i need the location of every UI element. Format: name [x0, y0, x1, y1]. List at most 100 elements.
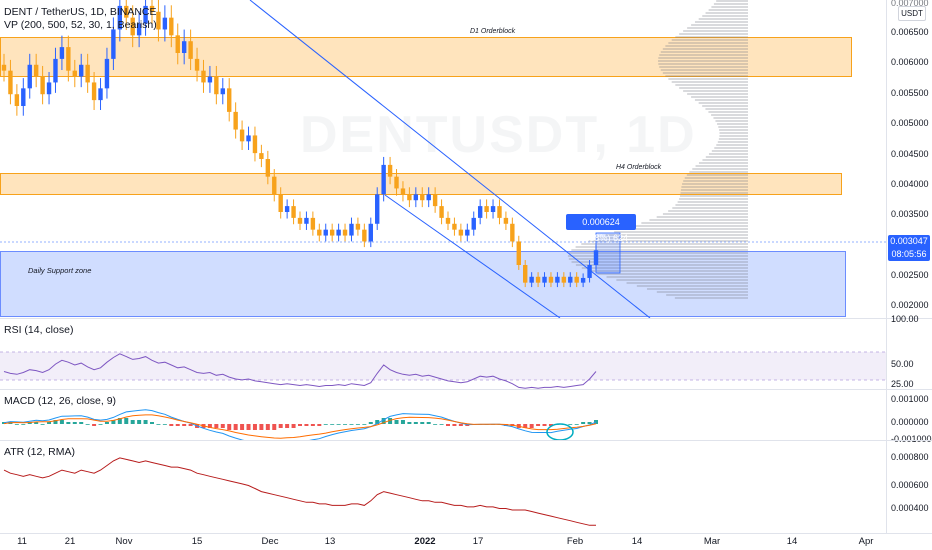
candle-body [143, 5, 148, 24]
macd-histogram-bar [59, 420, 64, 424]
signal-line [3, 414, 597, 439]
symbol-legend[interactable]: DENT / TetherUS, 1D, BINANCE [4, 6, 157, 18]
candle-body [342, 229, 348, 236]
macd-legend[interactable]: MACD (12, 26, close, 9) [4, 395, 117, 407]
candle-body [484, 206, 489, 212]
macd-pane[interactable] [0, 390, 886, 440]
macd-histogram-bar [394, 420, 399, 424]
volume-profile-bar [687, 93, 748, 95]
macd-histogram-bar [413, 422, 418, 424]
macd-histogram-bar [2, 422, 6, 424]
volume-profile-bar [588, 270, 748, 272]
candle-body [574, 276, 579, 283]
candle-body [349, 223, 354, 236]
currency-unit-label[interactable]: USDT [898, 6, 926, 21]
macd-histogram-bar [40, 424, 45, 425]
volume-profile-bar [604, 234, 748, 236]
volume-profile-bar [698, 18, 748, 20]
candle-body [284, 206, 290, 212]
volume-profile-bar [719, 135, 748, 137]
candle-body [40, 76, 45, 95]
candle-body [503, 217, 509, 224]
time-tick: Nov [115, 536, 133, 547]
macd-histogram-bar [458, 424, 463, 426]
atr-tick: 0.000800 [891, 452, 929, 462]
time-tick: 2022 [414, 536, 436, 547]
macd-histogram-bar [336, 424, 341, 425]
rsi-scale[interactable]: 100.00 50.00 25.00 [886, 314, 932, 389]
volume-profile-bar [694, 99, 748, 101]
price-pane[interactable]: DENTUSDT, 1D D1 Orderblock H4 Orderblock… [0, 0, 886, 318]
macd-histogram-bar [574, 424, 579, 425]
volume-profile-bar [571, 261, 748, 263]
volume-profile-bar [691, 96, 748, 98]
candle-body [278, 194, 283, 212]
time-tick: Dec [261, 536, 279, 547]
macd-histogram-bar [117, 418, 122, 424]
d1-orderblock-zone[interactable] [0, 37, 852, 77]
volume-profile-bar [711, 150, 748, 152]
candle-body [233, 111, 238, 130]
candle-body [156, 11, 161, 30]
candle-body [46, 82, 52, 95]
volume-profile-bar [649, 219, 748, 221]
volume-profile-bar [708, 111, 748, 113]
macd-histogram-bar [272, 424, 277, 430]
atr-scale[interactable]: 0.000800 0.000600 0.000400 [886, 441, 932, 533]
price-tick: 0.005500 [891, 88, 929, 98]
volume-profile-bar [718, 138, 748, 140]
volume-profile-bar [623, 228, 748, 230]
volume-profile-bar [568, 252, 748, 254]
price-tick: 0.006000 [891, 57, 929, 67]
macd-histogram-bar [188, 424, 193, 426]
pane-separator[interactable] [0, 440, 932, 441]
candle-body [227, 88, 232, 112]
macd-histogram-bar [400, 420, 405, 424]
candle-body [477, 206, 483, 218]
candle-body [523, 265, 528, 283]
volume-profile-bar [641, 222, 748, 224]
pane-separator[interactable] [0, 389, 932, 390]
rsi-pane[interactable] [0, 319, 886, 389]
candle-body [1, 64, 7, 71]
daily-support-zone[interactable] [0, 251, 846, 317]
macd-histogram-bar [317, 424, 322, 426]
candle-body [239, 129, 245, 142]
volume-profile-bar [626, 282, 748, 284]
volume-profile-bar [719, 132, 748, 134]
macd-histogram-bar [143, 420, 148, 424]
price-tick-top: 0.007000 [891, 0, 929, 8]
volume-profile-bar [717, 141, 748, 143]
volume-profile-bar [716, 0, 748, 2]
volume-profile-bar [646, 288, 748, 290]
atr-legend[interactable]: ATR (12, RMA) [4, 446, 75, 458]
price-scale[interactable]: USDT 0.007000 0.006500 0.006000 0.005500… [886, 0, 932, 318]
volume-profile-bar [679, 87, 748, 89]
volume-profile-bar [666, 294, 748, 296]
volume-profile-bar [668, 210, 748, 212]
candle-body [117, 5, 123, 30]
macd-histogram-bar [156, 424, 161, 425]
volume-profile-bar [714, 147, 748, 149]
volume-profile-bar [708, 9, 748, 11]
atr-tick: 0.000400 [891, 503, 929, 513]
macd-histogram-bar [14, 424, 19, 425]
volume-profile-bar [694, 21, 748, 23]
macd-histogram-bar [542, 424, 547, 426]
vp-legend[interactable]: VP (200, 500, 52, 30, 1, Bearish) [4, 19, 157, 31]
rsi-legend[interactable]: RSI (14, close) [4, 324, 74, 336]
volume-profile-bar [662, 213, 748, 215]
candle-body [439, 206, 444, 218]
volume-profile-bar [581, 267, 748, 269]
candle-body [516, 241, 521, 265]
atr-pane[interactable] [0, 441, 886, 533]
candle-body [72, 70, 77, 77]
time-axis[interactable]: 11 21 Nov 15 Dec 13 2022 17 Feb 14 Mar 1… [0, 533, 886, 550]
price-tick: 0.002000 [891, 300, 929, 310]
macd-histogram-bar [92, 424, 97, 426]
macd-scale[interactable]: 0.001000 0.000000 -0.001000 [886, 390, 932, 444]
candle-body [272, 176, 277, 195]
pane-separator[interactable] [0, 318, 932, 319]
macd-histogram-bar [594, 420, 598, 424]
candle-body [130, 17, 135, 36]
